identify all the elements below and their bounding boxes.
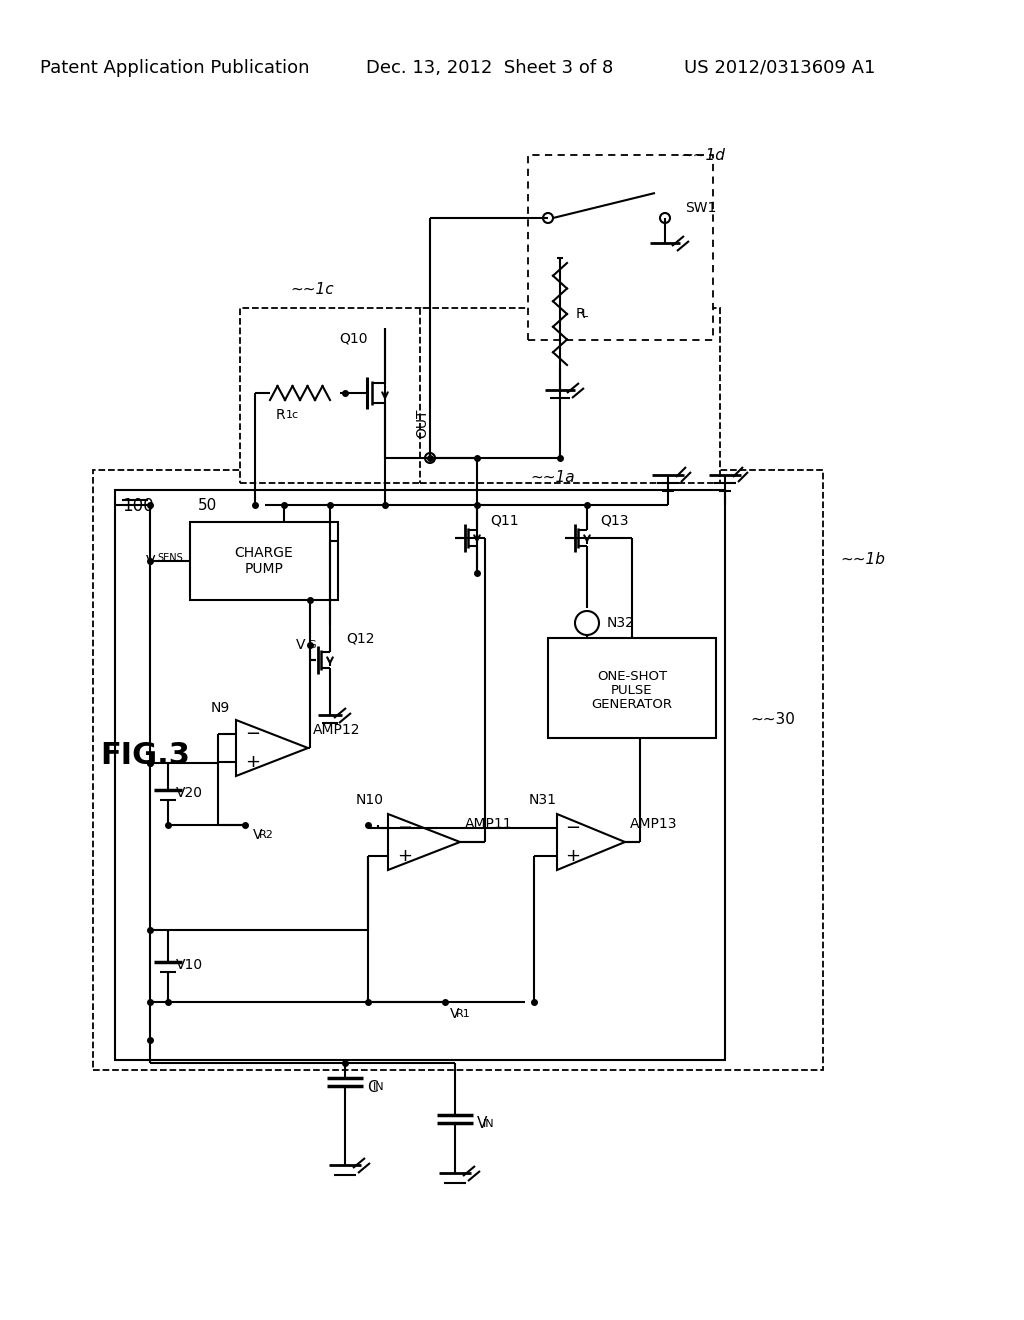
Text: ~~1c: ~~1c	[290, 282, 334, 297]
Text: OUT: OUT	[415, 408, 429, 438]
Text: SW1: SW1	[685, 201, 717, 215]
Text: N31: N31	[529, 793, 557, 807]
Text: C: C	[367, 1080, 378, 1094]
Text: Q12: Q12	[346, 631, 375, 645]
Text: V: V	[450, 1007, 460, 1020]
Bar	[528, 154, 713, 341]
Text: V: V	[296, 638, 305, 652]
Text: AMP13: AMP13	[630, 817, 678, 832]
Text: −: −	[397, 818, 413, 837]
Text: Dec. 13, 2012  Sheet 3 of 8: Dec. 13, 2012 Sheet 3 of 8	[367, 59, 613, 77]
Text: V10: V10	[176, 958, 203, 972]
Text: CHARGE: CHARGE	[234, 546, 293, 560]
Text: ~~1a: ~~1a	[530, 470, 574, 486]
Text: L: L	[582, 309, 588, 319]
Text: 1c: 1c	[286, 411, 299, 420]
Text: AMP12: AMP12	[313, 723, 360, 737]
Text: V20: V20	[176, 785, 203, 800]
Text: ONE-SHOT: ONE-SHOT	[597, 669, 667, 682]
Bar	[420, 308, 720, 483]
Text: R2: R2	[259, 830, 273, 840]
Text: PULSE: PULSE	[611, 684, 652, 697]
Text: PUMP: PUMP	[245, 562, 284, 576]
Text: R: R	[575, 308, 586, 321]
Text: V: V	[253, 828, 262, 842]
Text: V: V	[145, 554, 155, 568]
Text: 100: 100	[122, 498, 154, 515]
Text: 50: 50	[198, 499, 217, 513]
Text: US 2012/0313609 A1: US 2012/0313609 A1	[684, 59, 876, 77]
Text: FIG.3: FIG.3	[100, 741, 189, 770]
Bar	[240, 308, 425, 483]
Text: SENS: SENS	[157, 553, 182, 564]
Text: Patent Application Publication: Patent Application Publication	[40, 59, 309, 77]
Text: IN: IN	[373, 1082, 385, 1092]
Text: N9: N9	[210, 701, 229, 715]
Bar	[115, 490, 725, 1060]
Text: IN: IN	[483, 1119, 495, 1129]
Bar	[190, 521, 338, 601]
Text: −: −	[565, 818, 581, 837]
Text: N10: N10	[356, 793, 384, 807]
Text: Q11: Q11	[490, 513, 518, 527]
Text: Q13: Q13	[600, 513, 629, 527]
Text: G: G	[307, 640, 315, 649]
Text: ~~1d: ~~1d	[680, 148, 725, 162]
Text: +: +	[565, 847, 581, 865]
Text: Q10: Q10	[339, 331, 368, 345]
Text: ~~1b: ~~1b	[840, 553, 885, 568]
Text: N32: N32	[607, 616, 635, 630]
Text: −: −	[246, 725, 260, 743]
Text: AMP11: AMP11	[465, 817, 513, 832]
Text: R1: R1	[456, 1008, 471, 1019]
Text: ~~30: ~~30	[750, 713, 795, 727]
Bar	[548, 638, 716, 738]
Text: +: +	[246, 752, 260, 771]
Text: V: V	[477, 1117, 487, 1131]
Text: R: R	[275, 408, 285, 422]
Text: +: +	[397, 847, 413, 865]
Text: GENERATOR: GENERATOR	[592, 697, 673, 710]
Bar	[93, 470, 823, 1071]
